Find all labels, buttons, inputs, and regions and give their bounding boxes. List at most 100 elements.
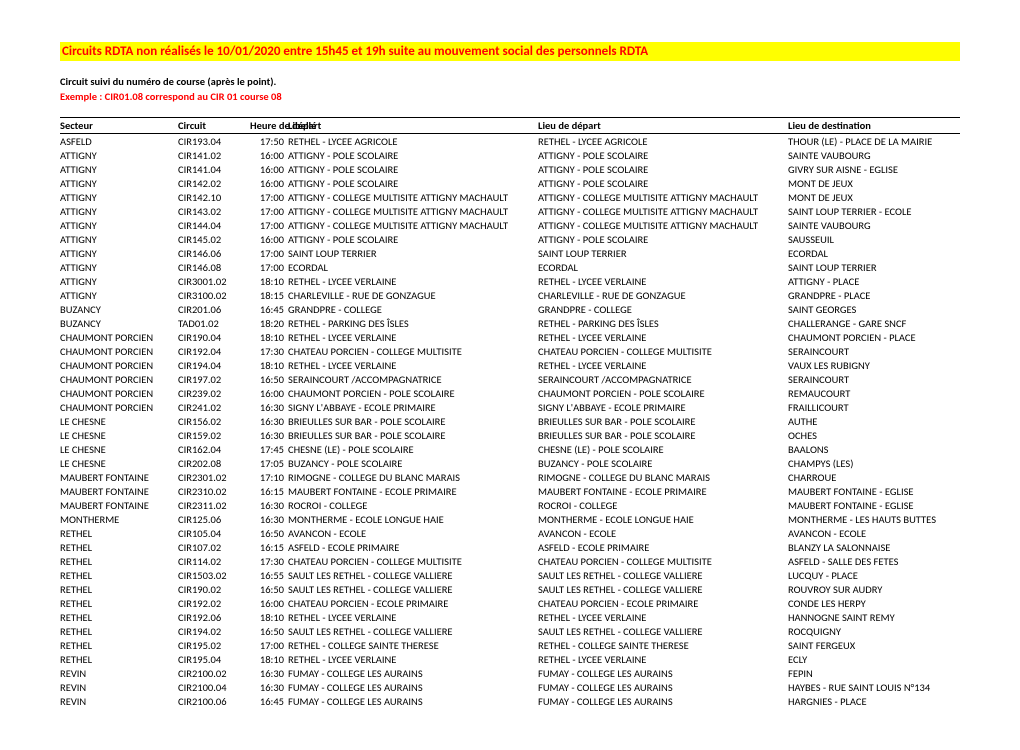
cell: BRIEULLES SUR BAR - POLE SCOLAIRE — [538, 428, 788, 442]
cell: CIR202.08 — [178, 456, 250, 470]
cell: RETHEL - LYCEE VERLAINE — [288, 652, 538, 666]
cell: 17:00 — [250, 204, 288, 218]
title-bar: Circuits RDTA non réalisés le 10/01/2020… — [60, 42, 960, 61]
cell: CIR192.04 — [178, 344, 250, 358]
col-dest: Lieu de destination — [788, 118, 960, 134]
cell: RETHEL - PARKING DES ÎSLES — [538, 316, 788, 330]
cell: BUZANCY - POLE SCOLAIRE — [538, 456, 788, 470]
cell: CHARLEVILLE - RUE DE GONZAGUE — [538, 288, 788, 302]
cell: CHAUMONT PORCIEN — [60, 344, 178, 358]
cell: ROCROI - COLLEGE — [538, 498, 788, 512]
cell: RETHEL - LYCEE VERLAINE — [538, 358, 788, 372]
cell: MAUBERT FONTAINE - EGLISE — [788, 484, 960, 498]
cell: RETHEL — [60, 540, 178, 554]
cell: SAINT GEORGES — [788, 302, 960, 316]
table-row: ATTIGNYCIR142.0216:00ATTIGNY - POLE SCOL… — [60, 176, 960, 190]
cell: ATTIGNY - POLE SCOLAIRE — [538, 176, 788, 190]
cell: SIGNY L'ABBAYE - ECOLE PRIMAIRE — [538, 400, 788, 414]
table-row: REVINCIR2100.0416:30FUMAY - COLLEGE LES … — [60, 680, 960, 694]
cell: 17:00 — [250, 218, 288, 232]
col-secteur: Secteur — [60, 118, 178, 134]
cell: 17:00 — [250, 638, 288, 652]
cell: CONDE LES HERPY — [788, 596, 960, 610]
cell: 16:00 — [250, 176, 288, 190]
cell: CIR144.04 — [178, 218, 250, 232]
cell: MONT DE JEUX — [788, 190, 960, 204]
cell: CHAUMONT PORCIEN — [60, 358, 178, 372]
cell: FUMAY - COLLEGE LES AURAINS — [538, 666, 788, 680]
cell: ASFELD — [60, 134, 178, 149]
cell: CHAUMONT PORCIEN - PLACE — [788, 330, 960, 344]
cell: MAUBERT FONTAINE - ECOLE PRIMAIRE — [538, 484, 788, 498]
cell: TAD01.02 — [178, 316, 250, 330]
cell: RETHEL - COLLEGE SAINTE THERESE — [288, 638, 538, 652]
cell: 16:30 — [250, 428, 288, 442]
cell: RETHEL - LYCEE VERLAINE — [288, 358, 538, 372]
cell: RETHEL - LYCEE AGRICOLE — [288, 134, 538, 149]
cell: 17:00 — [250, 260, 288, 274]
cell: MONT DE JEUX — [788, 176, 960, 190]
cell: RETHEL — [60, 596, 178, 610]
table-row: LE CHESNECIR156.0216:30BRIEULLES SUR BAR… — [60, 414, 960, 428]
cell: LE CHESNE — [60, 414, 178, 428]
cell: SIGNY L'ABBAYE - ECOLE PRIMAIRE — [288, 400, 538, 414]
table-row: REVINCIR2100.0616:45FUMAY - COLLEGE LES … — [60, 694, 960, 708]
cell: LE CHESNE — [60, 442, 178, 456]
cell: CHATEAU PORCIEN - COLLEGE MULTISITE — [288, 554, 538, 568]
cell: CIR2311.02 — [178, 498, 250, 512]
cell: SAULT LES RETHEL - COLLEGE VALLIERE — [538, 624, 788, 638]
cell: CIR241.02 — [178, 400, 250, 414]
cell: FEPIN — [788, 666, 960, 680]
cell: RIMOGNE - COLLEGE DU BLANC MARAIS — [288, 470, 538, 484]
table-row: ATTIGNYCIR146.0617:00SAINT LOUP TERRIERS… — [60, 246, 960, 260]
cell: GRANDPRE - COLLEGE — [288, 302, 538, 316]
cell: SAINT LOUP TERRIER — [788, 260, 960, 274]
cell: BUZANCY — [60, 302, 178, 316]
cell: ATTIGNY - POLE SCOLAIRE — [288, 148, 538, 162]
table-row: LE CHESNECIR162.0417:45CHESNE (LE) - POL… — [60, 442, 960, 456]
cell: 17:45 — [250, 442, 288, 456]
cell: SAULT LES RETHEL - COLLEGE VALLIERE — [288, 582, 538, 596]
cell: SAINT LOUP TERRIER — [288, 246, 538, 260]
cell: RETHEL - LYCEE VERLAINE — [538, 610, 788, 624]
cell: FUMAY - COLLEGE LES AURAINS — [538, 680, 788, 694]
table-row: CHAUMONT PORCIENCIR194.0418:10RETHEL - L… — [60, 358, 960, 372]
cell: 16:50 — [250, 526, 288, 540]
cell: CIR105.04 — [178, 526, 250, 540]
cell: RETHEL - LYCEE VERLAINE — [288, 330, 538, 344]
cell: ATTIGNY - POLE SCOLAIRE — [288, 232, 538, 246]
table-row: ATTIGNYCIR142.1017:00ATTIGNY - COLLEGE M… — [60, 190, 960, 204]
table-row: MONTHERMECIR125.0616:30MONTHERME - ECOLE… — [60, 512, 960, 526]
cell: CIR194.04 — [178, 358, 250, 372]
cell: CIR114.02 — [178, 554, 250, 568]
cell: 18:10 — [250, 358, 288, 372]
table-row: BUZANCYTAD01.0218:20RETHEL - PARKING DES… — [60, 316, 960, 330]
cell: 16:45 — [250, 302, 288, 316]
cell: 18:20 — [250, 316, 288, 330]
cell: RETHEL — [60, 610, 178, 624]
table-row: ATTIGNYCIR145.0216:00ATTIGNY - POLE SCOL… — [60, 232, 960, 246]
cell: ATTIGNY — [60, 190, 178, 204]
table-row: RETHELCIR195.0217:00RETHEL - COLLEGE SAI… — [60, 638, 960, 652]
col-depart: Lieu de départ — [538, 118, 788, 134]
cell: ASFELD - SALLE DES FETES — [788, 554, 960, 568]
cell: SERAINCOURT — [788, 344, 960, 358]
table-row: ASFELDCIR193.0417:50RETHEL - LYCEE AGRIC… — [60, 134, 960, 149]
cell: MAUBERT FONTAINE — [60, 484, 178, 498]
cell: ATTIGNY — [60, 232, 178, 246]
cell: 18:15 — [250, 288, 288, 302]
cell: CHARROUE — [788, 470, 960, 484]
cell: CIR193.04 — [178, 134, 250, 149]
cell: CIR141.04 — [178, 162, 250, 176]
cell: ATTIGNY — [60, 218, 178, 232]
cell: MONTHERME - ECOLE LONGUE HAIE — [288, 512, 538, 526]
cell: SAINT LOUP TERRIER — [538, 246, 788, 260]
cell: ATTIGNY - POLE SCOLAIRE — [288, 162, 538, 176]
cell: RETHEL — [60, 582, 178, 596]
cell: CHALLERANGE - GARE SNCF — [788, 316, 960, 330]
cell: ATTIGNY - COLLEGE MULTISITE ATTIGNY MACH… — [288, 190, 538, 204]
cell: HANNOGNE SAINT REMY — [788, 610, 960, 624]
cell: ECLY — [788, 652, 960, 666]
cell: CIR2310.02 — [178, 484, 250, 498]
cell: MAUBERT FONTAINE — [60, 498, 178, 512]
